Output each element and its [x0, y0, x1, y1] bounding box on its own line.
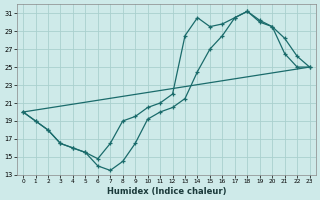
X-axis label: Humidex (Indice chaleur): Humidex (Indice chaleur) — [107, 187, 226, 196]
